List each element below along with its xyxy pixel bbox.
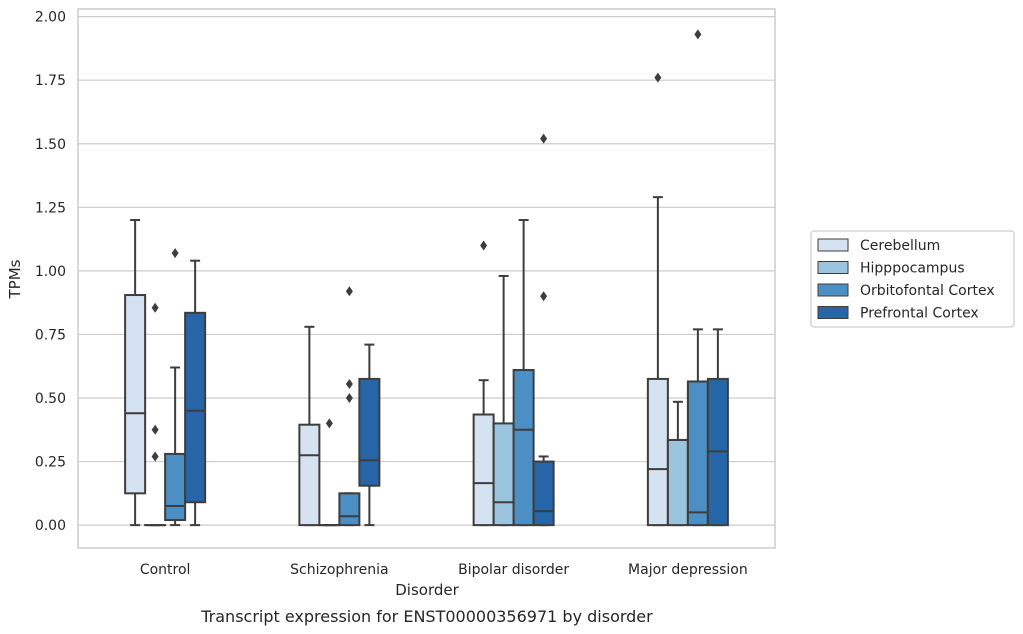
x-tick-label: Major depression	[628, 562, 748, 578]
box	[686, 380, 709, 527]
box-group	[532, 133, 555, 527]
box-group	[164, 248, 187, 527]
box	[184, 311, 207, 504]
y-tick-label: 1.50	[35, 137, 66, 153]
chart-caption: Transcript expression for ENST0000035697…	[200, 607, 653, 626]
legend-swatch	[817, 306, 849, 319]
legend-item: Hipppocampus	[817, 261, 965, 277]
outlier-point	[345, 286, 353, 297]
y-tick-label: 0.00	[35, 518, 66, 534]
box-group	[298, 325, 321, 527]
outlier-point	[345, 379, 353, 390]
legend-item: Prefrontal Cortex	[817, 306, 979, 322]
x-tick-label: Bipolar disorder	[458, 562, 569, 578]
legend-frame	[810, 230, 1015, 328]
outlier-point	[151, 302, 159, 313]
outlier-point	[325, 418, 333, 429]
legend: Cerebellum Hipppocampus Orbitofontal Corte…	[810, 230, 1015, 328]
outlier-point	[171, 248, 179, 259]
y-axis-label: TPMs	[6, 259, 24, 299]
x-axis: Control Schizophrenia Bipolar disorder Majo…	[140, 562, 748, 578]
box-group	[492, 274, 515, 527]
legend-label: Hipppocampus	[860, 261, 965, 277]
legend-swatch	[817, 261, 849, 274]
x-tick-label: Control	[140, 562, 191, 578]
box-group	[124, 219, 147, 527]
outlier-point	[345, 392, 353, 403]
outlier-point	[151, 424, 159, 435]
box-plot-area	[124, 29, 729, 527]
legend-item: Cerebellum	[817, 238, 940, 254]
y-tick-label: 1.00	[35, 264, 66, 280]
box-group	[318, 418, 341, 527]
box	[666, 438, 689, 527]
box	[646, 377, 669, 527]
y-axis: 0.00 0.25 0.50 0.75 1.00 1.25 1.50 1.75 2.00	[35, 10, 66, 534]
box-group	[706, 328, 729, 527]
y-tick-label: 0.50	[35, 391, 66, 407]
box-group	[666, 400, 689, 527]
legend-swatch	[817, 238, 849, 252]
y-tick-label: 1.75	[35, 73, 66, 89]
x-tick-label: Schizophrenia	[290, 562, 388, 578]
box	[298, 423, 321, 527]
box	[472, 413, 495, 527]
legend-label: Cerebellum	[860, 238, 940, 254]
box	[358, 377, 381, 487]
box	[532, 460, 555, 527]
box-group	[338, 286, 361, 527]
outlier-point	[480, 240, 488, 251]
y-tick-label: 0.25	[35, 455, 66, 471]
legend-label: Prefrontal Cortex	[860, 306, 979, 322]
box-group	[472, 240, 495, 527]
outlier-point	[540, 291, 548, 302]
outlier-point	[654, 72, 662, 83]
box-group	[646, 72, 669, 527]
box	[164, 452, 187, 522]
plot-frame	[77, 8, 776, 549]
outlier-point	[151, 451, 159, 462]
box	[338, 492, 361, 527]
box-group	[144, 302, 167, 527]
x-axis-label: Disorder	[395, 581, 459, 599]
outlier-point	[540, 133, 548, 144]
y-tick-label: 1.25	[35, 200, 66, 216]
legend-item: Orbitofontal Cortex	[817, 283, 995, 299]
box-group	[512, 219, 535, 527]
y-tick-label: 2.00	[35, 10, 66, 26]
y-tick-label: 0.75	[35, 327, 66, 343]
box	[492, 422, 515, 527]
box-group	[358, 343, 381, 527]
outlier-point	[694, 29, 702, 40]
legend-swatch	[817, 283, 849, 297]
box	[512, 369, 535, 527]
box	[124, 294, 147, 495]
box-group	[686, 29, 709, 527]
legend-label: Orbitofontal Cortex	[860, 283, 995, 299]
box-group	[184, 259, 207, 527]
